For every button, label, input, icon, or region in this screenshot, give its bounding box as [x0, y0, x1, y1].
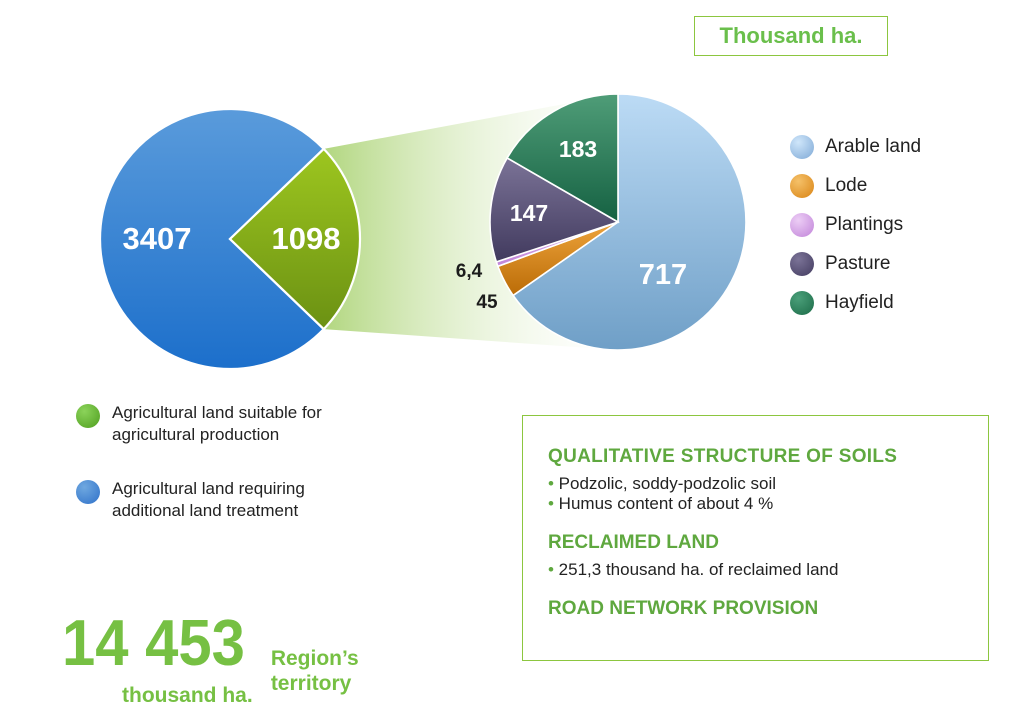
svg-text:717: 717: [639, 259, 687, 291]
svg-text:1098: 1098: [272, 221, 341, 256]
svg-text:45: 45: [476, 292, 498, 313]
svg-text:6,4: 6,4: [456, 261, 483, 282]
svg-text:183: 183: [559, 136, 597, 162]
svg-text:3407: 3407: [123, 221, 192, 256]
svg-text:147: 147: [510, 200, 548, 226]
